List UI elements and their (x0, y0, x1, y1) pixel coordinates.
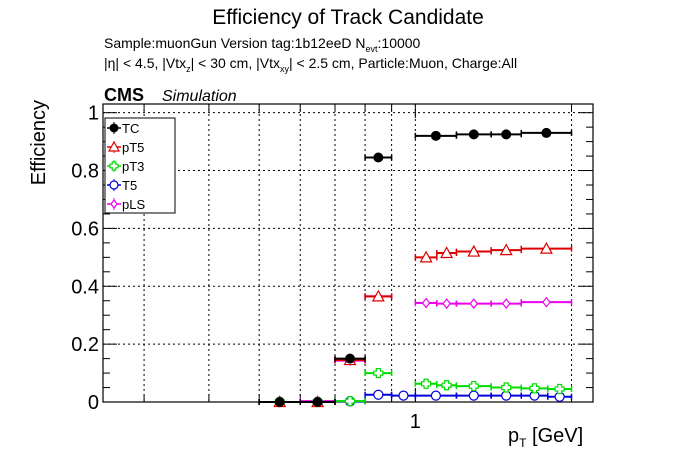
data-point-pT3 (529, 383, 540, 394)
data-point-pT5 (419, 250, 433, 263)
data-point-TC (312, 397, 323, 407)
data-point-T5 (430, 390, 441, 401)
data-point-pT5 (499, 243, 513, 256)
data-point-pT3 (554, 383, 565, 395)
data-point-pT5 (467, 244, 481, 257)
cms-simulation-label: Simulation (162, 88, 237, 105)
legend-marker-pT5 (107, 140, 121, 152)
data-point-T5 (373, 389, 384, 400)
data-point-TC (430, 130, 441, 141)
data-point-pT5 (371, 289, 385, 302)
chart-title: Efficiency of Track Candidate (212, 6, 484, 29)
subtitle-2-part2: | < 30 cm, |Vtx (191, 55, 280, 71)
subtitle-1-tail: :10000 (378, 35, 421, 51)
data-point-pLS (501, 298, 511, 310)
data-point-TC (274, 397, 285, 407)
legend-marker-T5 (109, 180, 119, 190)
x-axis-label: pT [GeV] (508, 425, 583, 450)
data-point-T5 (468, 390, 479, 401)
legend-marker-pLS (110, 199, 118, 209)
chart-subtitle-line-2: |η| < 4.5, |Vtxz| < 30 cm, |Vtxxy| < 2.5… (104, 55, 517, 74)
legend-label-pT3: pT3 (122, 159, 144, 174)
data-point-TC (345, 353, 356, 364)
data-series (258, 127, 573, 408)
legend-marker-pT3 (109, 161, 119, 171)
y-axis-label: Efficiency (28, 100, 50, 185)
subtitle-2-part1: |η| < 4.5, |Vtx (104, 55, 186, 71)
y-tick-label: 0.2 (71, 334, 99, 356)
data-point-pT3 (468, 380, 479, 392)
data-point-TC (541, 127, 552, 138)
data-point-pT3 (344, 396, 356, 407)
x-axis-label-sub: T (519, 436, 527, 450)
data-point-TC (468, 129, 479, 140)
x-axis-label-main: p (508, 425, 519, 447)
y-tick-label: 0.8 (71, 161, 99, 183)
y-tick-label: 0.6 (71, 218, 99, 240)
data-point-pLS (442, 298, 451, 310)
grid-lines (103, 104, 593, 402)
y-tick-label: 0 (88, 392, 99, 414)
legend-label-TC: TC (122, 121, 139, 136)
legend: TC pT5 pT3 T5 pLS (104, 117, 176, 214)
x-axis-label-unit: [GeV] (526, 425, 583, 447)
data-point-pT3 (501, 382, 512, 393)
data-point-pT3 (441, 380, 452, 391)
subtitle-2-sub2: xy (280, 64, 290, 74)
data-point-pT5 (539, 241, 553, 254)
data-point-pT5 (440, 246, 454, 259)
data-point-pT3 (420, 378, 432, 389)
legend-marker-TC (109, 123, 119, 133)
y-tick-label: 1 (88, 103, 99, 125)
legend-label-T5: T5 (122, 178, 137, 193)
x-tick-label: 1 (410, 411, 421, 433)
subtitle-2-sub1: z (186, 64, 191, 74)
data-point-pLS (469, 298, 479, 310)
cms-label: CMS (104, 85, 144, 105)
data-point-pLS (421, 297, 431, 309)
data-point-TC (501, 129, 512, 140)
legend-label-pT5: pT5 (122, 140, 144, 155)
subtitle-1-text: Sample:muonGun Version tag:1b12eeD N (104, 35, 366, 51)
data-point-pT3 (373, 367, 384, 379)
series-TC (258, 127, 573, 407)
axis-ticks: 0 0.2 0.4 0.6 0.8 1 1 (71, 103, 593, 433)
subtitle-2-part3: | < 2.5 cm, Particle:Muon, Charge:All (289, 55, 517, 71)
data-point-T5 (398, 390, 409, 401)
legend-label-pLS: pLS (122, 197, 145, 212)
subtitle-1-sub: evt (366, 44, 379, 54)
chart-subtitle-line-1: Sample:muonGun Version tag:1b12eeD Nevt:… (104, 35, 421, 54)
data-point-TC (373, 152, 384, 163)
data-point-pLS (542, 296, 551, 308)
y-tick-label: 0.4 (71, 276, 99, 298)
